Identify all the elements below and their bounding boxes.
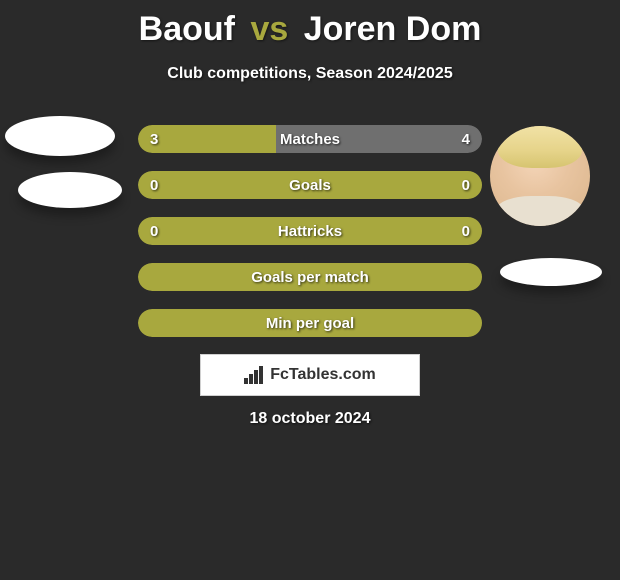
date-text: 18 october 2024	[0, 410, 620, 428]
bar-value-left: 3	[150, 125, 158, 153]
page-title: Baouf vs Joren Dom	[0, 0, 620, 49]
stat-bar: Min per goal	[138, 309, 482, 337]
brand-prefix: Fc	[270, 366, 289, 383]
bar-label: Min per goal	[138, 309, 482, 337]
stat-bar: Goals0 0	[138, 171, 482, 199]
title-vs: vs	[250, 10, 288, 48]
player1-avatar-placeholder-2	[18, 172, 122, 208]
bar-value-right: 0	[462, 217, 470, 245]
player2-avatar	[490, 126, 590, 226]
brand-box: FcTables.com	[200, 354, 420, 396]
bar-value-left: 0	[150, 171, 158, 199]
title-player2: Joren Dom	[304, 10, 482, 48]
brand-suffix: Tables.com	[289, 366, 376, 383]
bar-label: Matches	[138, 125, 482, 153]
brand-text: FcTables.com	[270, 366, 376, 384]
stat-bar: Matches3 4	[138, 125, 482, 153]
bar-label: Goals	[138, 171, 482, 199]
bar-chart-icon	[244, 366, 266, 384]
bar-value-right: 0	[462, 171, 470, 199]
title-player1: Baouf	[139, 10, 235, 48]
stat-bar: Hattricks0 0	[138, 217, 482, 245]
bar-value-left: 0	[150, 217, 158, 245]
player1-avatar-placeholder-1	[5, 116, 115, 156]
player2-shadow-ellipse	[500, 258, 602, 286]
comparison-bars: Matches34Goals00Hattricks00Goals per mat…	[138, 125, 482, 355]
bar-value-right: 4	[462, 125, 470, 153]
subtitle: Club competitions, Season 2024/2025	[0, 65, 620, 83]
bar-label: Hattricks	[138, 217, 482, 245]
bar-label: Goals per match	[138, 263, 482, 291]
stat-bar: Goals per match	[138, 263, 482, 291]
